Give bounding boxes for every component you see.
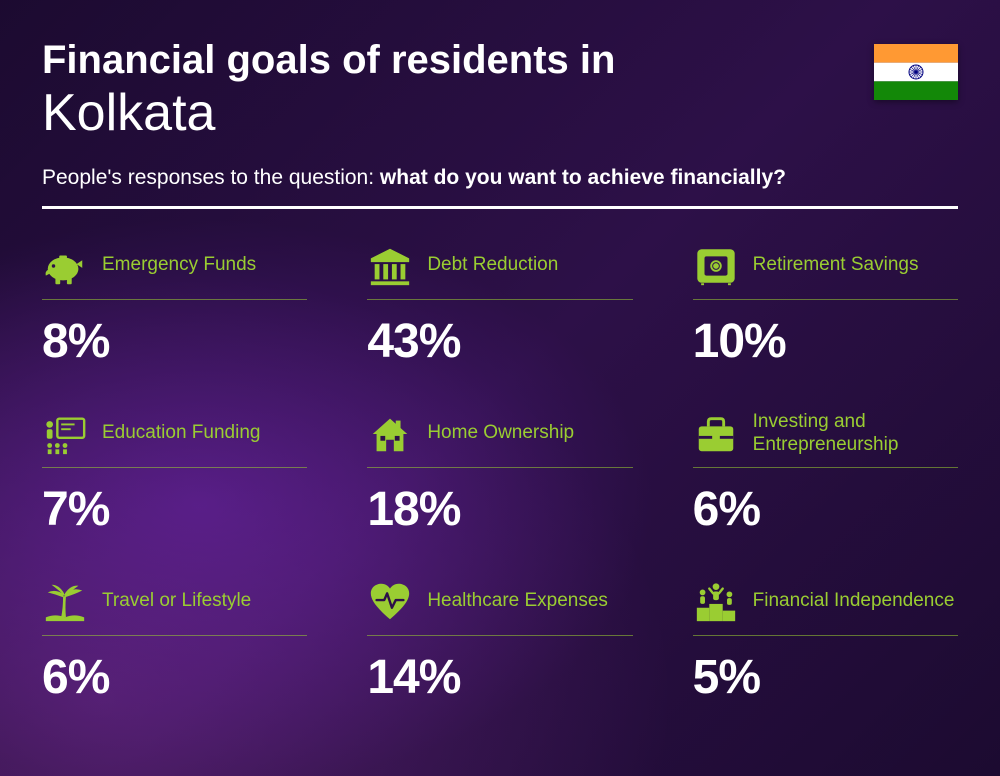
header: Financial goals of residents in Kolkata <box>42 38 958 144</box>
subtitle-bold: what do you want to achieve financially? <box>380 166 786 189</box>
briefcase-icon <box>693 411 739 457</box>
item-label: Investing and Entrepreneurship <box>753 411 958 457</box>
subtitle-prefix: People's responses to the question: <box>42 166 380 189</box>
subtitle: People's responses to the question: what… <box>42 166 958 190</box>
presentation-icon <box>42 411 88 457</box>
item-head: Travel or Lifestyle <box>42 579 307 636</box>
item-label: Financial Independence <box>753 590 955 613</box>
item-value: 43% <box>367 314 632 369</box>
item-head: Emergency Funds <box>42 243 307 300</box>
item-head: Healthcare Expenses <box>367 579 632 636</box>
podium-icon <box>693 579 739 625</box>
item-label: Debt Reduction <box>427 254 558 277</box>
item-value: 14% <box>367 650 632 705</box>
goal-item: Debt Reduction 43% <box>367 243 632 369</box>
safe-icon <box>693 243 739 289</box>
item-head: Financial Independence <box>693 579 958 636</box>
heart-pulse-icon <box>367 579 413 625</box>
flag-india-icon <box>874 44 958 100</box>
item-label: Retirement Savings <box>753 254 919 277</box>
item-head: Retirement Savings <box>693 243 958 300</box>
item-value: 6% <box>693 482 958 537</box>
goal-item: Healthcare Expenses 14% <box>367 579 632 705</box>
divider <box>42 206 958 209</box>
piggy-bank-icon <box>42 243 88 289</box>
item-value: 7% <box>42 482 307 537</box>
item-label: Education Funding <box>102 422 260 445</box>
title-line-2: Kolkata <box>42 84 874 144</box>
goal-item: Home Ownership 18% <box>367 411 632 537</box>
palm-tree-icon <box>42 579 88 625</box>
goal-item: Travel or Lifestyle 6% <box>42 579 307 705</box>
item-value: 10% <box>693 314 958 369</box>
item-value: 18% <box>367 482 632 537</box>
title-line-1: Financial goals of residents in <box>42 38 874 82</box>
item-label: Travel or Lifestyle <box>102 590 251 613</box>
item-head: Debt Reduction <box>367 243 632 300</box>
goals-grid: Emergency Funds 8% Debt Reduction 43% Re… <box>42 243 958 705</box>
item-label: Home Ownership <box>427 422 574 445</box>
item-label: Healthcare Expenses <box>427 590 608 613</box>
bank-icon <box>367 243 413 289</box>
goal-item: Investing and Entrepreneurship 6% <box>693 411 958 537</box>
item-value: 8% <box>42 314 307 369</box>
goal-item: Retirement Savings 10% <box>693 243 958 369</box>
item-head: Education Funding <box>42 411 307 468</box>
goal-item: Financial Independence 5% <box>693 579 958 705</box>
item-value: 5% <box>693 650 958 705</box>
house-icon <box>367 411 413 457</box>
goal-item: Emergency Funds 8% <box>42 243 307 369</box>
item-head: Home Ownership <box>367 411 632 468</box>
goal-item: Education Funding 7% <box>42 411 307 537</box>
title-block: Financial goals of residents in Kolkata <box>42 38 874 144</box>
item-label: Emergency Funds <box>102 254 256 277</box>
item-head: Investing and Entrepreneurship <box>693 411 958 468</box>
item-value: 6% <box>42 650 307 705</box>
